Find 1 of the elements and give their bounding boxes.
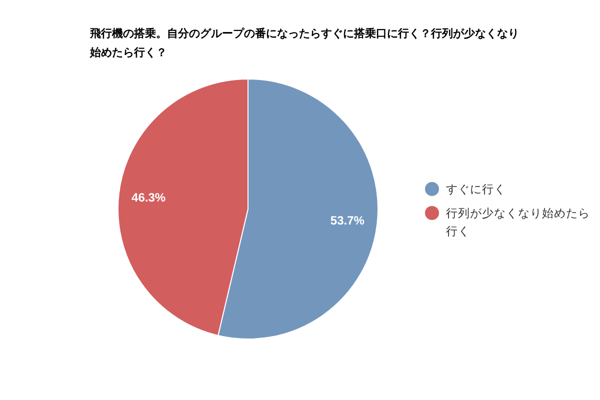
title: 飛行機の搭乗。自分のグループの番になったらすぐに搭乗口に行く？行列が少なくなり始めたら行く？ <box>90 28 519 59</box>
